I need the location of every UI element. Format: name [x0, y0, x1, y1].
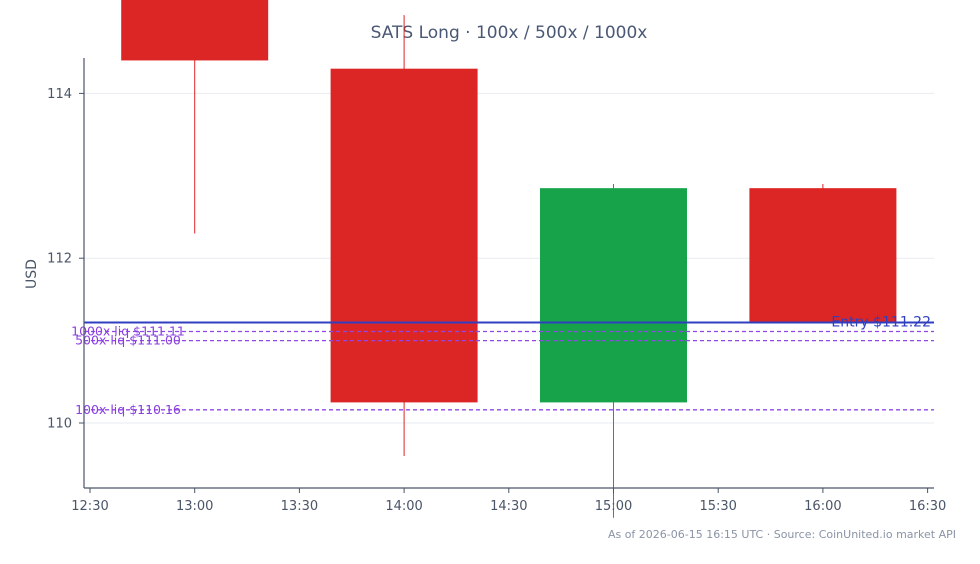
candle	[121, 0, 269, 234]
reference-line-label: Entry $111.22	[831, 314, 931, 330]
candle-body	[540, 188, 687, 403]
reference-line-label: 1000x liq $111.11	[71, 324, 185, 339]
x-tick-label: 16:00	[804, 499, 841, 514]
x-axis-ticks: 12:30 13:00 13:30 14:00 14:30 15:00 15:30 16:00…	[71, 488, 946, 514]
reference-line-label: 500x liq $111.00	[75, 333, 181, 348]
x-tick-label: 16:30	[909, 499, 946, 514]
x-tick-label: 14:00	[385, 499, 422, 514]
y-axis-label: USD	[24, 259, 40, 289]
x-tick-label: 13:00	[176, 499, 213, 514]
footer-note: As of 2026-06-15 16:15 UTC · Source: Coi…	[608, 528, 956, 541]
y-tick-label: 114	[47, 87, 72, 102]
y-axis-ticks: 110112114116118	[47, 87, 84, 432]
reference-line-label: 100x liq $110.16	[75, 402, 181, 417]
candle	[540, 184, 687, 518]
x-tick-label: 13:30	[281, 499, 318, 514]
candle	[749, 184, 897, 323]
chart-title: SATS Long · 100x / 500x / 1000x	[371, 23, 648, 43]
candles	[121, 0, 897, 518]
x-tick-label: 14:30	[490, 499, 527, 514]
x-tick-label: 15:30	[699, 499, 736, 514]
x-tick-label: 15:00	[595, 499, 632, 514]
y-tick-label: 112	[47, 252, 72, 267]
candle	[330, 15, 478, 456]
candle-body	[330, 68, 478, 403]
candle-body	[121, 0, 269, 61]
candle-body	[749, 188, 897, 323]
x-tick-label: 12:30	[71, 499, 108, 514]
y-tick-label: 110	[47, 417, 72, 432]
